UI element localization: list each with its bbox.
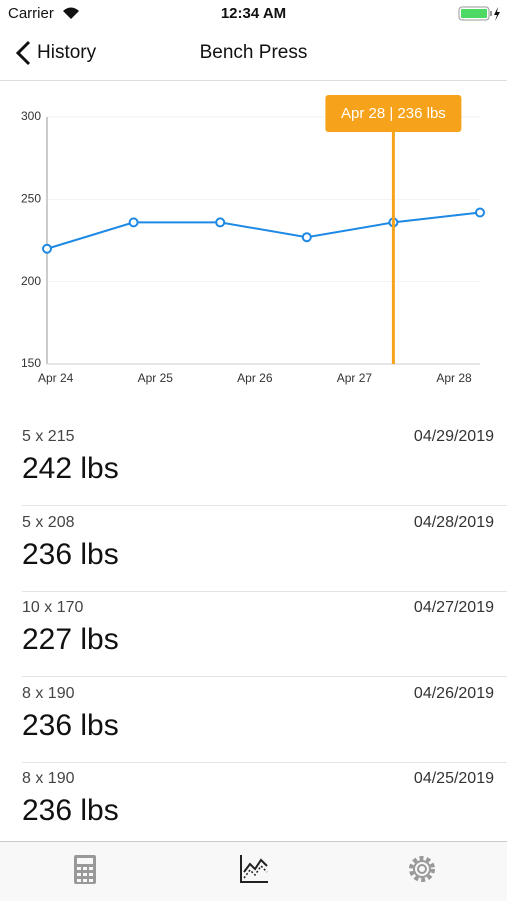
entry-date: 04/27/2019 xyxy=(413,599,494,616)
one-rep-max: 242 lbs xyxy=(22,452,119,485)
time: 12:34 AM xyxy=(220,5,287,22)
y-tick-label: 300 xyxy=(21,109,41,123)
wifi-icon xyxy=(63,7,79,19)
carrier: Carrier xyxy=(8,5,54,22)
sets-reps: 5 x 215 xyxy=(22,428,75,445)
row-separator xyxy=(22,505,507,506)
x-tick-label: Apr 26 xyxy=(237,371,273,385)
x-tick-label: Apr 25 xyxy=(138,371,174,385)
entry-date: 04/28/2019 xyxy=(413,513,494,531)
battery-icon xyxy=(458,6,500,21)
entry-date: 04/26/2019 xyxy=(413,684,494,702)
x-tick-label: Apr 28 xyxy=(436,371,472,385)
data-point xyxy=(42,243,52,254)
tab-bar xyxy=(0,841,507,901)
history-list: 5 x 215 04/29/2019 242 lbs 5 x 208 04/28/201… xyxy=(0,420,507,848)
data-point xyxy=(301,232,312,243)
row-separator xyxy=(22,676,507,677)
y-tick-label: 200 xyxy=(21,274,41,288)
back-chevron[interactable] xyxy=(14,40,32,66)
row-separator xyxy=(22,590,507,592)
sets-reps: 8 x 190 xyxy=(22,684,75,702)
x-tick-label: Apr 24 xyxy=(38,371,74,385)
entry-date: 04/29/2019 xyxy=(413,428,494,445)
one-rep-max: 236 lbs xyxy=(22,708,119,742)
history-row[interactable]: 5 x 208 04/28/2019 236 lbs xyxy=(0,506,507,592)
nav-bar: History Bench Press xyxy=(0,28,507,81)
sets-reps: 8 x 190 xyxy=(22,770,75,787)
data-point xyxy=(475,207,485,218)
chart-tab[interactable] xyxy=(239,854,269,884)
sets-reps: 10 x 170 xyxy=(22,599,84,616)
nav-title: Bench Press xyxy=(199,42,308,63)
history-row[interactable]: 10 x 170 04/27/2019 227 lbs xyxy=(0,591,507,677)
status-bar: Carrier 12:34 AM xyxy=(0,0,507,28)
data-point xyxy=(128,217,139,228)
history-row[interactable]: 8 x 190 04/26/2019 236 lbs xyxy=(0,677,507,763)
history-row[interactable]: 5 x 215 04/29/2019 242 lbs xyxy=(0,420,507,506)
highlight-tooltip xyxy=(325,95,462,132)
one-rep-max: 236 lbs xyxy=(22,537,119,571)
settings-tab[interactable] xyxy=(405,852,439,886)
y-tick-label: 150 xyxy=(21,356,41,370)
row-separator xyxy=(22,761,507,763)
back-button[interactable]: History xyxy=(37,42,97,63)
chart: 150 200 250 300 Apr 24 Apr 25 Apr 26 Apr 27 Apr … xyxy=(21,95,485,385)
history-row[interactable]: 8 x 190 04/25/2019 236 lbs xyxy=(0,762,507,848)
calculator-tab[interactable] xyxy=(72,854,98,886)
data-point xyxy=(215,217,226,228)
data-line xyxy=(46,211,481,250)
entry-date: 04/25/2019 xyxy=(413,770,494,787)
x-tick-label: Apr 27 xyxy=(337,371,373,385)
one-rep-max: 227 lbs xyxy=(22,623,119,656)
sets-reps: 5 x 208 xyxy=(22,513,75,531)
tooltip-label: Apr 28 | 236 lbs xyxy=(341,105,446,122)
y-tick-label: 250 xyxy=(21,192,41,206)
one-rep-max: 236 lbs xyxy=(22,794,119,827)
